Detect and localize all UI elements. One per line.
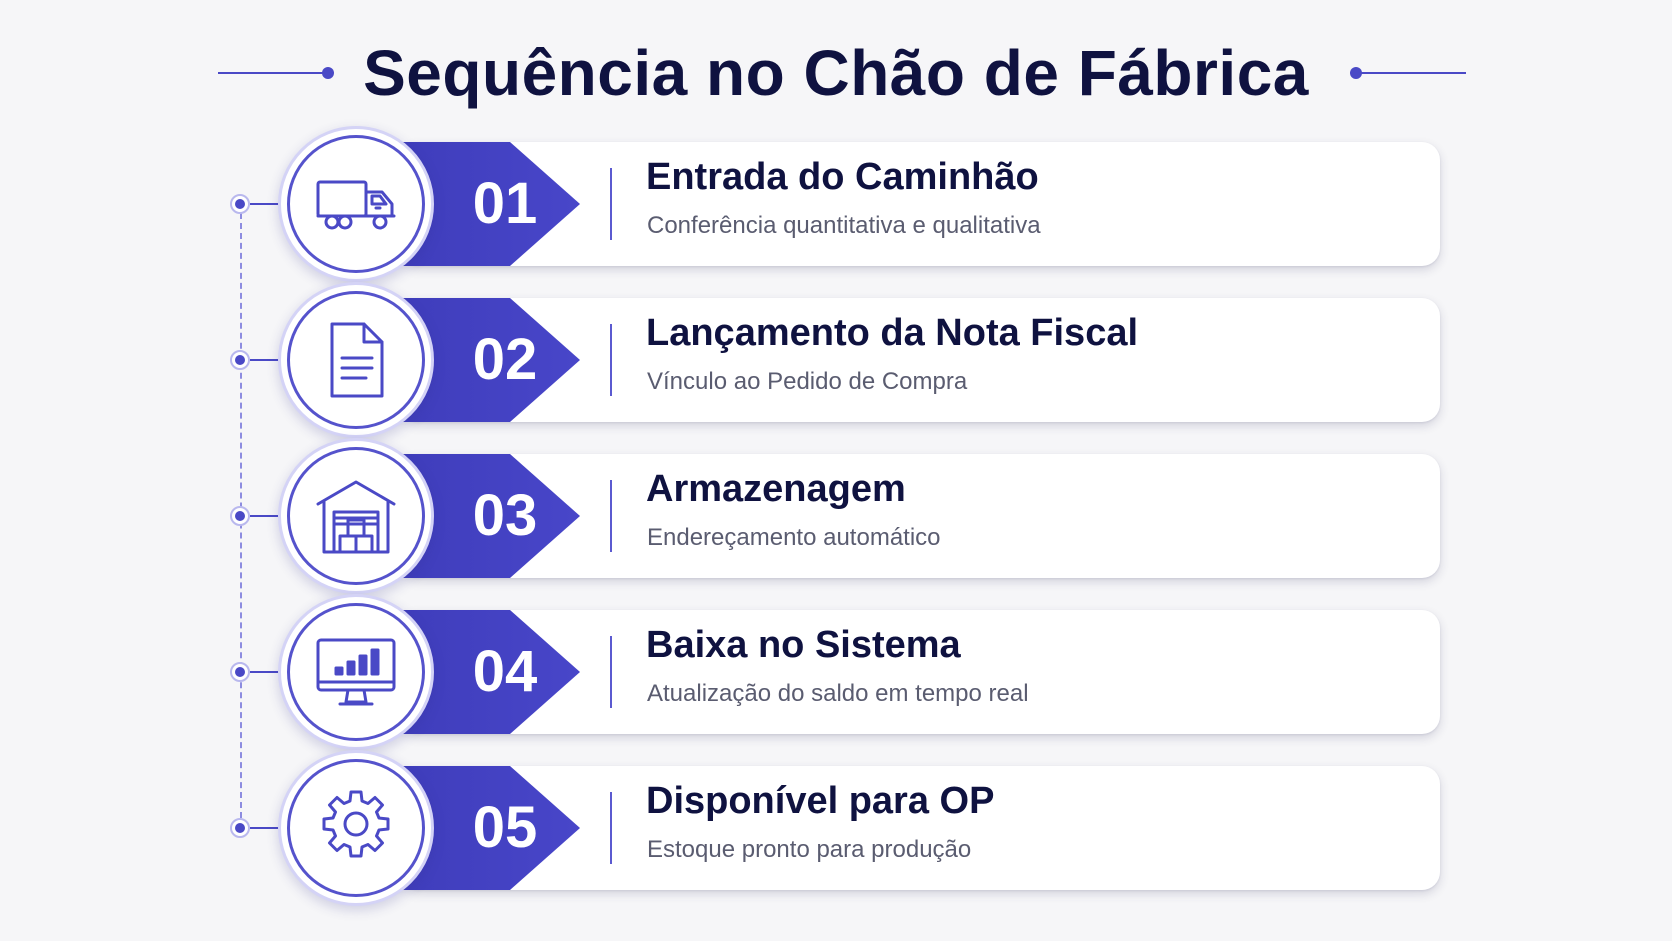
step-icon-circle <box>278 594 434 750</box>
step-icon-circle <box>278 750 434 906</box>
step-divider <box>610 324 612 396</box>
step-4: 04 Baixa no Sistema Atualização do saldo… <box>0 594 1672 750</box>
step-number: 05 <box>472 795 538 860</box>
step-title: Armazenagem <box>646 468 906 510</box>
step-description: Endereçamento automático <box>647 524 941 551</box>
header: Sequência no Chão de Fábrica <box>0 28 1672 118</box>
timeline-connector <box>250 203 284 205</box>
step-5: 05 Disponível para OP Estoque pronto par… <box>0 750 1672 906</box>
timeline-node <box>230 350 250 370</box>
step-description: Estoque pronto para produção <box>647 836 972 863</box>
step-divider <box>610 792 612 864</box>
page-title: Sequência no Chão de Fábrica <box>363 37 1309 109</box>
step-description: Vínculo ao Pedido de Compra <box>647 368 968 395</box>
step-3: 03 Armazenagem Endereçamento automático <box>0 438 1672 594</box>
step-icon-circle <box>278 438 434 594</box>
step-divider <box>610 168 612 240</box>
step-1: 01 Entrada do Caminhão Conferência quant… <box>0 126 1672 282</box>
monitor-chart-icon <box>316 638 396 706</box>
step-title: Entrada do Caminhão <box>646 156 1039 198</box>
gear-icon <box>322 790 390 858</box>
timeline-node <box>230 194 250 214</box>
step-title: Lançamento da Nota Fiscal <box>646 312 1139 354</box>
warehouse-icon <box>316 480 396 554</box>
title-right-line <box>1356 72 1466 74</box>
timeline-connector <box>250 671 284 673</box>
timeline-node <box>230 506 250 526</box>
timeline-connector <box>250 515 284 517</box>
step-icon-circle <box>278 282 434 438</box>
step-divider <box>610 480 612 552</box>
timeline-node <box>230 818 250 838</box>
step-icon-circle <box>278 126 434 282</box>
step-description: Atualização do saldo em tempo real <box>647 680 1029 707</box>
timeline-node <box>230 662 250 682</box>
timeline-connector <box>250 359 284 361</box>
truck-icon <box>316 180 396 230</box>
document-icon <box>330 322 384 398</box>
step-number: 02 <box>472 327 538 392</box>
step-2: 02 Lançamento da Nota Fiscal Vínculo ao … <box>0 282 1672 438</box>
timeline-connector <box>250 827 284 829</box>
step-divider <box>610 636 612 708</box>
step-number: 03 <box>472 483 538 548</box>
step-description: Conferência quantitativa e qualitativa <box>647 212 1041 239</box>
step-number: 04 <box>472 639 538 704</box>
title-left-line <box>218 72 328 74</box>
step-title: Disponível para OP <box>646 780 995 822</box>
step-number: 01 <box>472 171 538 236</box>
title-left-dot <box>322 67 334 79</box>
step-title: Baixa no Sistema <box>646 624 961 666</box>
